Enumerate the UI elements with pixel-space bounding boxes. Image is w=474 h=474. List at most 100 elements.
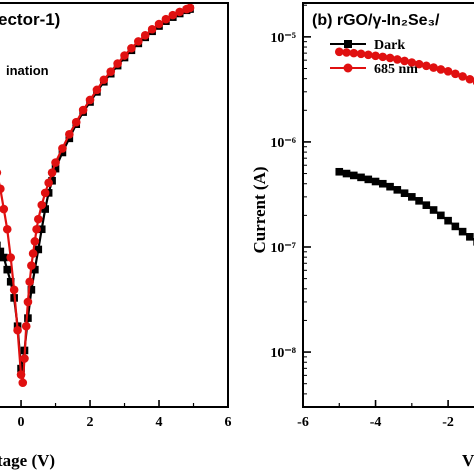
- left-series-1-point-11: [24, 314, 32, 322]
- right-title: (b) rGO/γ-In₂Se₃/: [312, 12, 440, 29]
- left-series-0-point-40: [161, 14, 171, 24]
- right-series-0-point-2: [349, 171, 358, 180]
- right-yticks: 10⁻⁵ 10⁻⁶ 10⁻⁷ 10⁻⁸: [270, 4, 311, 408]
- left-series-0-point-26: [65, 130, 74, 139]
- right-series-1-point-17: [458, 72, 467, 81]
- left-series-1-point-16: [41, 205, 49, 213]
- left-series-0-point-41: [168, 10, 178, 20]
- left-xticks: 0 2 4 6: [18, 400, 232, 430]
- right-series-0-point-3: [357, 173, 365, 182]
- left-series-0-point-3: [0, 184, 5, 194]
- legend-685-marker: [343, 63, 353, 73]
- legend-685-label: 685 nm: [374, 62, 418, 77]
- left-series-0-point-29: [85, 95, 95, 105]
- right-ytick-label-0: 10⁻⁵: [270, 31, 296, 46]
- right-series-0-point-14: [437, 211, 445, 220]
- left-series-layer: [0, 3, 195, 388]
- right-series-1-point-2: [349, 48, 359, 58]
- right-ytick-label-2: 10⁻⁷: [270, 241, 296, 256]
- right-series-1-point-10: [407, 58, 417, 67]
- left-series-0-point-39: [154, 19, 164, 29]
- right-series-0-point-4: [364, 175, 373, 184]
- left-series-0-point-30: [92, 85, 102, 95]
- right-series-0-point-8: [393, 186, 402, 194]
- right-series-1-point-4: [363, 50, 373, 60]
- left-series-0-point-36: [134, 37, 143, 46]
- left-series-0-point-21: [40, 188, 50, 198]
- left-series-0-point-10: [18, 378, 28, 388]
- left-series-0-point-14: [25, 277, 34, 287]
- left-series-0-point-16: [28, 249, 38, 258]
- left-series-0-point-20: [37, 200, 47, 210]
- left-xtick-label-2: 4: [156, 415, 163, 430]
- left-series-1-point-12: [27, 286, 36, 294]
- left-series-0-point-7: [9, 285, 19, 295]
- legend-dark-label: Dark: [374, 38, 405, 53]
- right-series-0-point-6: [379, 179, 387, 188]
- left-series-0-point-18: [32, 224, 41, 234]
- left-series-0-point-13: [23, 297, 33, 307]
- left-series-0-point-19: [33, 214, 43, 224]
- left-series-0-point-28: [78, 105, 88, 115]
- right-ytick-label-3: 10⁻⁸: [270, 346, 296, 361]
- right-series-0-point-17: [458, 227, 467, 236]
- left-series-1-point-2: [0, 241, 1, 250]
- right-xticks: -6 -4 -2: [297, 400, 454, 430]
- left-series-0-point-27: [71, 117, 81, 127]
- right-series-0-point-13: [429, 206, 438, 214]
- right-series-0-point-0: [335, 167, 344, 176]
- left-series-0-point-5: [2, 224, 12, 234]
- right-series-1-point-1: [342, 48, 351, 57]
- right-legend: Dark 685 nm: [330, 38, 418, 77]
- left-series-0-point-9: [16, 370, 26, 379]
- left-series-0-point-2: [0, 169, 2, 176]
- panel-right: -6 -4 -2 10⁻⁵ 10⁻⁶ 10⁻⁷ 10⁻⁸ Current (A) (b) …: [250, 2, 474, 470]
- left-series-1-point-6: [6, 277, 15, 286]
- left-series-0-point-42: [175, 7, 185, 17]
- left-series-0-point-24: [51, 158, 60, 167]
- right-series-0-point-10: [408, 193, 416, 201]
- left-x-axis-label: tage (V): [0, 451, 55, 470]
- right-series-0-point-1: [342, 169, 351, 178]
- right-series-layer: [334, 47, 474, 246]
- legend-dark-marker: [344, 40, 352, 48]
- right-series-0-point-9: [400, 189, 409, 198]
- left-series-0-point-25: [58, 144, 67, 153]
- right-series-0-point-11: [415, 197, 423, 205]
- left-series-0-point-33: [113, 59, 122, 68]
- right-series-0-point-7: [386, 182, 394, 191]
- right-series-1-point-3: [356, 49, 366, 59]
- right-xtick-label-1: -4: [370, 415, 382, 430]
- right-series-1-point-6: [378, 52, 388, 62]
- right-y-axis-label: Current (A): [250, 166, 269, 253]
- left-series-0-point-15: [27, 261, 36, 270]
- left-series-0-point-37: [140, 31, 150, 40]
- right-series-1-point-12: [422, 61, 431, 71]
- right-series-0-point-12: [422, 201, 431, 209]
- left-series-1-point-15: [37, 225, 46, 234]
- left-series-1-point-5: [3, 265, 12, 274]
- right-xtick-label-2: -2: [442, 415, 454, 430]
- left-title: ector-1): [0, 10, 60, 29]
- left-legend-text: ination: [6, 63, 49, 78]
- left-series-0-point-34: [120, 51, 129, 60]
- left-xtick-label-1: 2: [87, 415, 94, 430]
- left-series-0-point-8: [13, 325, 22, 335]
- left-series-1-point-3: [0, 247, 5, 256]
- right-series-1-point-9: [400, 56, 409, 66]
- right-ytick-label-1: 10⁻⁶: [270, 136, 296, 151]
- left-series-1-point-4: [0, 253, 8, 262]
- right-series-0-point-16: [451, 222, 460, 231]
- left-xtick-label-0: 0: [18, 415, 25, 430]
- left-series-0-point-22: [44, 178, 53, 188]
- left-series-0-point-4: [0, 204, 9, 214]
- right-plot-frame: [302, 2, 474, 408]
- right-xtick-label-0: -6: [297, 415, 309, 430]
- right-series-0-point-15: [444, 216, 452, 225]
- right-series-1-point-0: [334, 47, 344, 57]
- right-series-1-point-5: [371, 51, 380, 61]
- right-series-0-point-18: [466, 233, 474, 241]
- left-series-0-point-31: [99, 75, 109, 85]
- right-series-1-point-15: [443, 67, 453, 76]
